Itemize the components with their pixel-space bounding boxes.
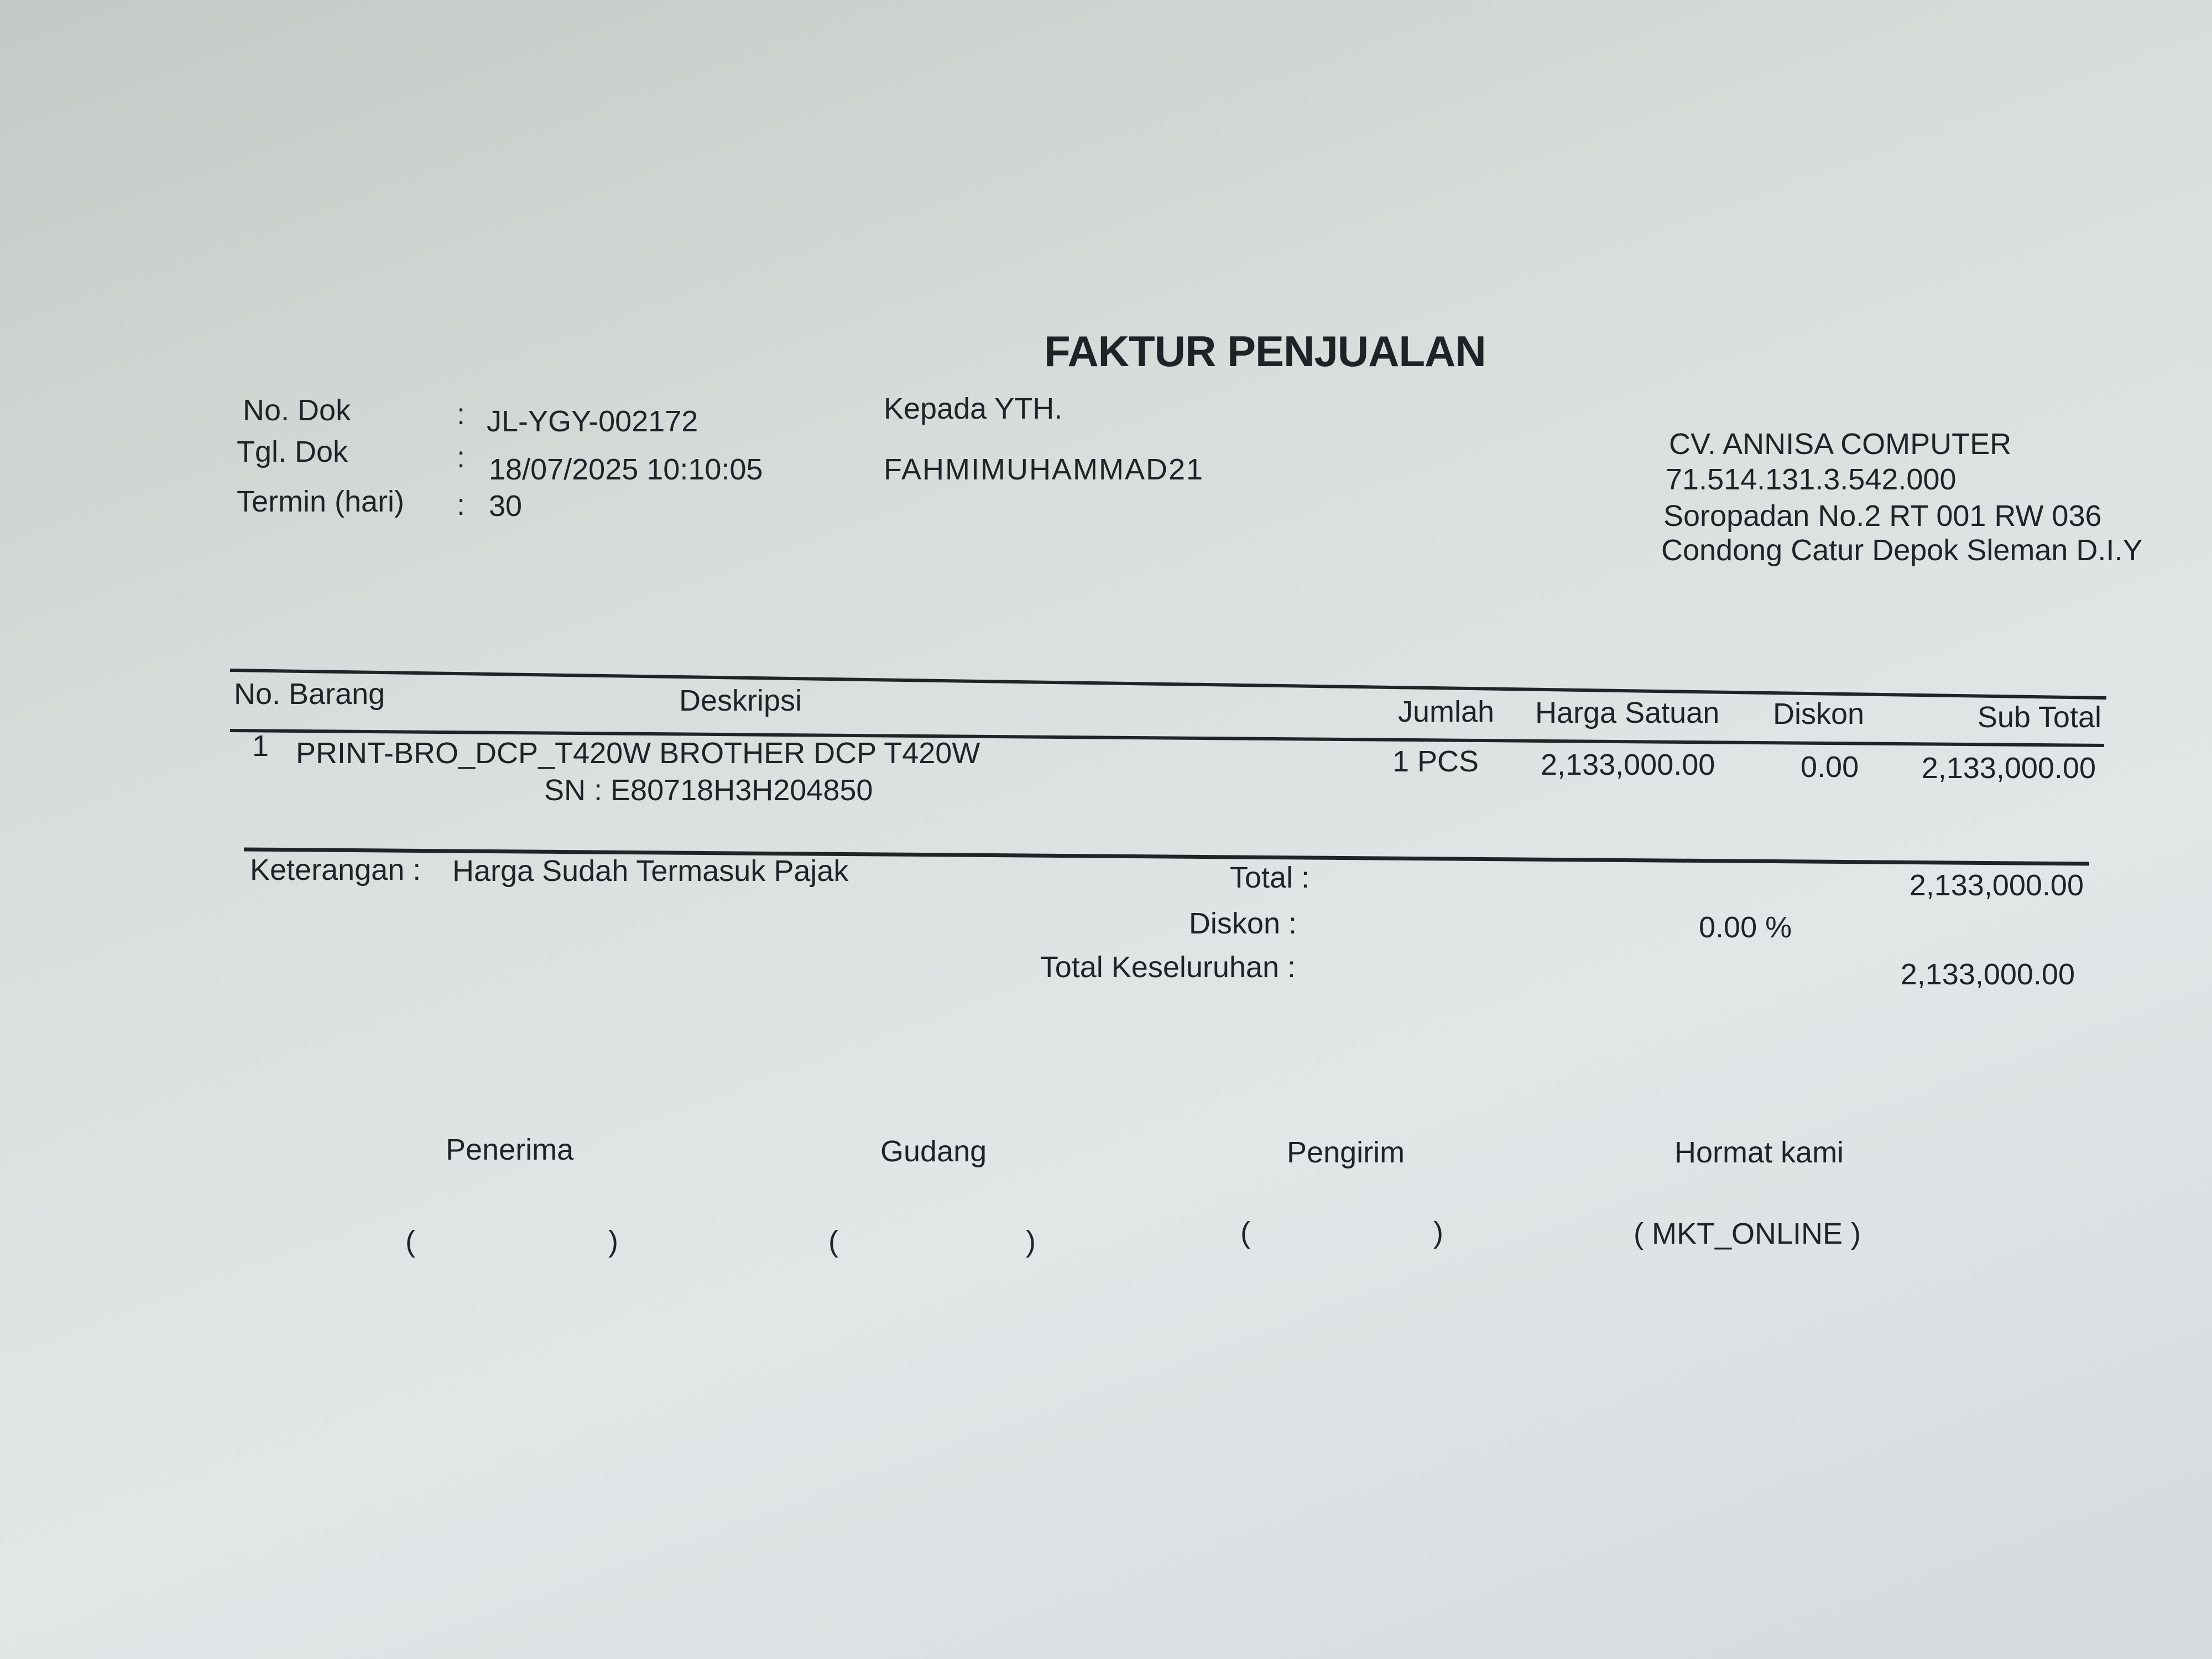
signature-penerima-open: (: [405, 1225, 415, 1258]
signature-hormat-kami-label: Hormat kami: [1674, 1136, 1844, 1169]
row-diskon: 0.00: [1801, 750, 1859, 784]
tgl-dok-label: Tgl. Dok: [237, 435, 348, 468]
header-deskripsi: Deskripsi: [679, 684, 802, 717]
row-number: 1: [252, 729, 269, 763]
row-item: PRINT-BRO_DCP_T420W BROTHER DCP T420W: [296, 737, 980, 770]
keterangan-label: Keterangan :: [250, 853, 421, 886]
termin-separator: :: [457, 488, 466, 521]
signature-gudang-close: ): [1026, 1225, 1036, 1258]
row-serial-number: SN : E80718H3H204850: [544, 774, 873, 807]
table-top-rule: [229, 669, 2107, 700]
grand-total-label: Total Keseluruhan :: [1040, 951, 1296, 984]
tgl-dok-separator: :: [457, 441, 466, 474]
header-no-barang: No. Barang: [234, 677, 385, 711]
company-address-1: Soropadan No.2 RT 001 RW 036: [1663, 499, 2102, 533]
table-bottom-rule: [243, 847, 2090, 866]
total-value: 2,133,000.00: [1909, 869, 2084, 902]
row-harga-satuan: 2,133,000.00: [1541, 748, 1715, 781]
signature-gudang-label: Gudang: [880, 1135, 987, 1168]
recipient-name: FAHMIMUHAMMAD21: [884, 453, 1204, 486]
table-header-rule: [229, 729, 2105, 747]
row-jumlah: 1 PCS: [1392, 745, 1479, 778]
header-sub-total: Sub Total: [1977, 701, 2101, 734]
header-diskon: Diskon: [1773, 697, 1865, 731]
no-dok-separator: :: [457, 398, 466, 431]
header-jumlah: Jumlah: [1398, 695, 1495, 728]
grand-total-value: 2,133,000.00: [1900, 958, 2075, 991]
signature-penerima-close: ): [608, 1225, 618, 1258]
tgl-dok-value: 18/07/2025 10:10:05: [489, 453, 763, 486]
signature-gudang-open: (: [828, 1225, 838, 1258]
row-sub-total: 2,133,000.00: [1921, 752, 2096, 785]
signature-pengirim-label: Pengirim: [1287, 1136, 1405, 1169]
diskon-value: 0.00 %: [1699, 911, 1792, 944]
signature-hormat-kami-name: ( MKT_ONLINE ): [1634, 1217, 1861, 1250]
no-dok-label: No. Dok: [243, 394, 351, 427]
company-name: CV. ANNISA COMPUTER: [1669, 427, 2012, 461]
diskon-label: Diskon :: [1188, 907, 1297, 940]
signature-pengirim-close: ): [1433, 1216, 1443, 1249]
no-dok-value: JL-YGY-002172: [487, 405, 698, 438]
company-npwp: 71.514.131.3.542.000: [1666, 463, 1957, 496]
total-label: Total :: [1229, 861, 1310, 894]
keterangan-value: Harga Sudah Termasuk Pajak: [452, 854, 849, 888]
termin-label: Termin (hari): [237, 485, 405, 518]
company-address-2: Condong Catur Depok Sleman D.I.Y: [1661, 534, 2143, 567]
signature-pengirim-open: (: [1240, 1216, 1250, 1249]
document-title: FAKTUR PENJUALAN: [1044, 327, 1486, 375]
recipient-label: Kepada YTH.: [884, 392, 1063, 425]
signature-penerima-label: Penerima: [446, 1133, 574, 1166]
header-harga-satuan: Harga Satuan: [1535, 696, 1720, 729]
termin-value: 30: [489, 489, 523, 523]
